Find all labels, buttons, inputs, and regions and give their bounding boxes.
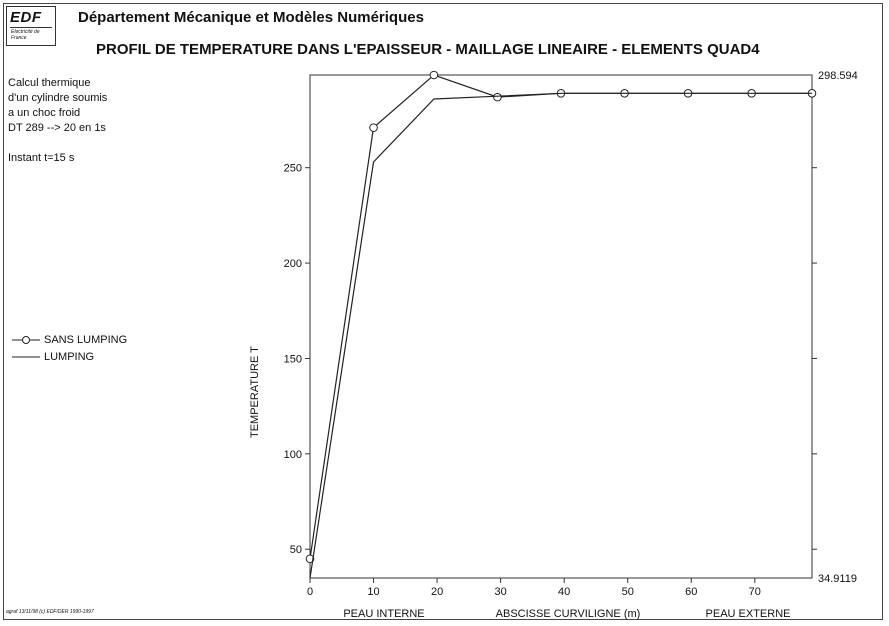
x-axis-label: ABSCISSE CURVILIGNE (m)	[496, 608, 641, 620]
legend-swatch-line	[12, 356, 40, 358]
credit-text: agraf 13/11/98 (c) EDF/DER 1990-1997	[6, 609, 94, 615]
info-line: Calcul thermique	[8, 77, 91, 89]
legend-swatch-circle-line	[12, 336, 40, 344]
y-tick-label: 100	[284, 449, 302, 461]
logo-text: EDF	[10, 9, 42, 26]
logo-subtext: Electricité de France	[11, 29, 40, 41]
x-tick-label: 70	[749, 586, 761, 598]
series-layer	[305, 70, 817, 579]
y-max-label: 298.594	[818, 70, 858, 82]
logo-divider	[10, 27, 52, 28]
series-line-sans-lumping	[309, 74, 812, 559]
x-annotation-left: PEAU INTERNE	[343, 608, 424, 620]
x-tick-label: 20	[431, 586, 443, 598]
x-axis-ticks: 0 10 20 30 40 50 60 70	[307, 578, 761, 598]
department-title: Département Mécanique et Modèles Numériq…	[78, 9, 424, 26]
chart-frame	[3, 3, 883, 620]
data-point	[305, 554, 315, 564]
x-tick-label: 40	[558, 586, 570, 598]
y-tick-label: 150	[284, 353, 302, 365]
y-tick-label: 200	[284, 258, 302, 270]
info-line: d'un cylindre soumis	[8, 92, 108, 104]
series-line-lumping	[309, 92, 812, 579]
instant-label: Instant t=15 s	[8, 152, 75, 164]
x-tick-label: 50	[622, 586, 634, 598]
y-tick-label: 50	[290, 544, 302, 556]
x-annotation-right: PEAU EXTERNE	[706, 608, 791, 620]
legend-label: SANS LUMPING	[44, 334, 128, 346]
y-min-label: 34.9119	[818, 573, 857, 585]
data-point	[369, 123, 378, 132]
info-line: DT 289 --> 20 en 1s	[8, 122, 106, 134]
legend-label: LUMPING	[44, 351, 95, 363]
y-tick-label: 250	[284, 163, 302, 175]
info-block: Calcul thermique d'un cylindre soumis a …	[8, 76, 107, 136]
x-tick-label: 60	[685, 586, 697, 598]
y-axis-label: TEMPERATURE T	[249, 346, 261, 438]
data-point	[493, 92, 502, 102]
chart-title: PROFIL DE TEMPERATURE DANS L'EPAISSEUR -…	[96, 41, 760, 58]
edf-logo: EDF Electricité de France	[6, 6, 56, 46]
x-tick-label: 10	[367, 586, 379, 598]
info-line: a un choc froid	[8, 107, 81, 119]
y-axis-ticks: 50 100 150 200 250	[284, 163, 817, 556]
x-tick-label: 0	[307, 586, 313, 598]
plot-area	[309, 74, 813, 579]
x-tick-label: 30	[495, 586, 507, 598]
data-point	[429, 70, 439, 80]
